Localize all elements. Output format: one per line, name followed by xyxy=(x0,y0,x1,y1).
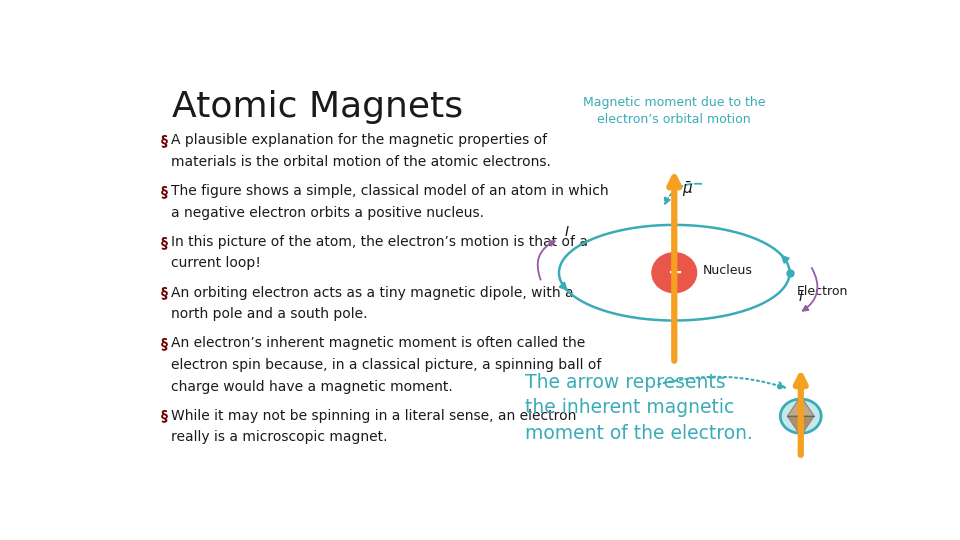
Text: $\bar{\mu}$: $\bar{\mu}$ xyxy=(682,179,693,199)
Text: Electron: Electron xyxy=(797,285,849,298)
Text: Magnetic moment due to the
electron’s orbital motion: Magnetic moment due to the electron’s or… xyxy=(583,96,765,126)
Polygon shape xyxy=(787,416,814,436)
Text: A plausible explanation for the magnetic properties of: A plausible explanation for the magnetic… xyxy=(171,133,547,147)
Text: a negative electron orbits a positive nucleus.: a negative electron orbits a positive nu… xyxy=(171,206,485,220)
Text: north pole and a south pole.: north pole and a south pole. xyxy=(171,307,368,321)
Text: An electron’s inherent magnetic moment is often called the: An electron’s inherent magnetic moment i… xyxy=(171,336,586,350)
Text: charge would have a magnetic moment.: charge would have a magnetic moment. xyxy=(171,380,453,394)
Text: materials is the orbital motion of the atomic electrons.: materials is the orbital motion of the a… xyxy=(171,155,551,169)
Text: §: § xyxy=(161,409,168,423)
Text: An orbiting electron acts as a tiny magnetic dipole, with a: An orbiting electron acts as a tiny magn… xyxy=(171,286,574,300)
Text: Atomic Magnets: Atomic Magnets xyxy=(172,90,464,124)
Polygon shape xyxy=(787,396,814,416)
Text: +: + xyxy=(667,264,682,282)
Text: §: § xyxy=(161,133,168,147)
Text: The arrow represents
the inherent magnetic
moment of the electron.: The arrow represents the inherent magnet… xyxy=(525,373,754,443)
Ellipse shape xyxy=(652,253,697,293)
Ellipse shape xyxy=(780,399,821,433)
Text: While it may not be spinning in a literal sense, an electron: While it may not be spinning in a litera… xyxy=(171,409,577,423)
Text: §: § xyxy=(161,235,168,249)
Text: In this picture of the atom, the electron’s motion is that of a: In this picture of the atom, the electro… xyxy=(171,235,588,249)
Text: Nucleus: Nucleus xyxy=(703,264,753,277)
Text: The figure shows a simple, classical model of an atom in which: The figure shows a simple, classical mod… xyxy=(171,184,609,198)
Text: electron spin because, in a classical picture, a spinning ball of: electron spin because, in a classical pi… xyxy=(171,358,602,372)
Text: really is a microscopic magnet.: really is a microscopic magnet. xyxy=(171,430,388,444)
Text: §: § xyxy=(161,286,168,300)
Text: current loop!: current loop! xyxy=(171,256,261,271)
Text: §: § xyxy=(161,336,168,350)
Text: I: I xyxy=(564,225,569,239)
Text: I: I xyxy=(799,289,803,303)
Text: §: § xyxy=(161,184,168,198)
